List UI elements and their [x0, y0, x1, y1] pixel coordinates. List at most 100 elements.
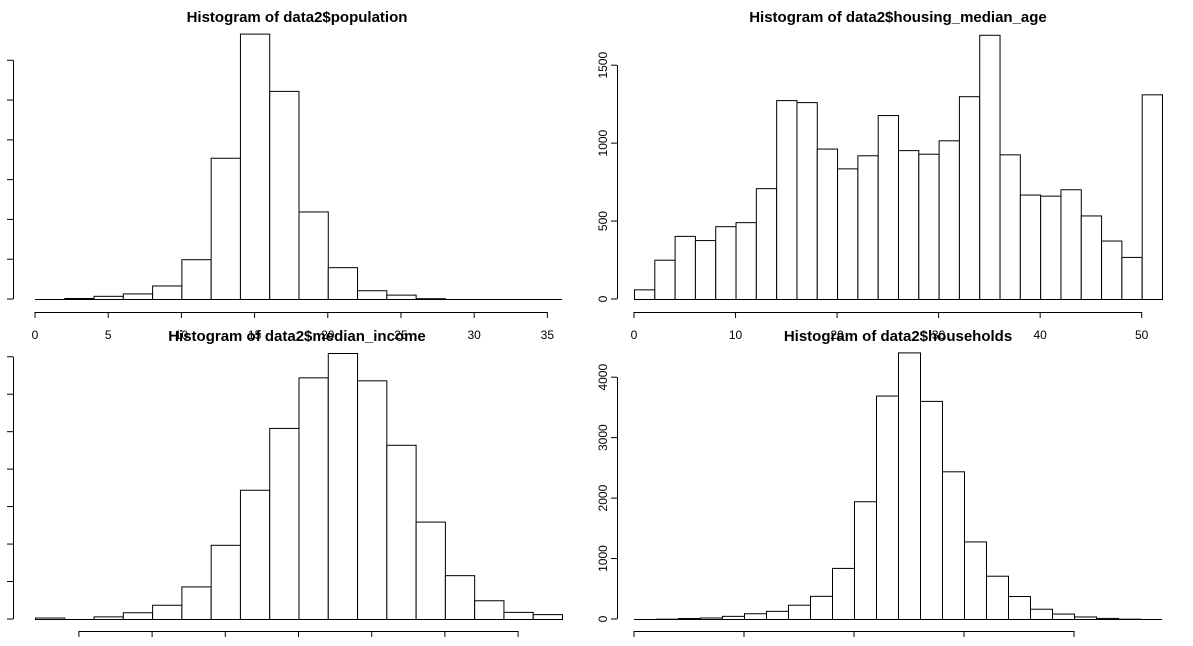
- histogram-bar: [415, 521, 446, 620]
- histogram-bar: [837, 168, 859, 300]
- x-tick-label: 20: [321, 328, 335, 342]
- histogram-bar: [918, 153, 940, 300]
- y-tick-label: 500: [596, 211, 610, 231]
- x-tick-label: 30: [467, 328, 481, 342]
- histogram-bar: [694, 240, 717, 301]
- x-tick-label: 40: [1033, 328, 1047, 342]
- histogram-bar: [444, 575, 476, 620]
- chart-title: Histogram of data2$population: [187, 9, 408, 26]
- histogram-bar: [1080, 215, 1103, 300]
- histogram-bar: [938, 140, 960, 300]
- histogram-bar: [942, 471, 965, 620]
- chart-title: Histogram of data2$housing_median_age: [749, 9, 1047, 26]
- histogram-bar: [788, 604, 811, 620]
- histogram-bar: [415, 298, 446, 300]
- histogram-bar: [735, 222, 757, 300]
- x-tick-label: 50: [1135, 328, 1149, 342]
- y-tick-label: 3000: [596, 424, 610, 451]
- histogram-bar: [700, 617, 723, 621]
- histogram-bar: [816, 148, 839, 300]
- histogram-bar: [898, 150, 920, 300]
- histogram-bar: [298, 211, 329, 300]
- histogram-bar: [1040, 195, 1062, 300]
- histogram-bar: [755, 188, 778, 300]
- histogram-bar: [674, 235, 696, 300]
- histogram-panel-households: 0 1000 2000 3000 4000 Histogram of data2$hous…: [596, 328, 1162, 637]
- histogram-bar: [181, 259, 212, 300]
- histogram-bar: [832, 567, 855, 620]
- x-tick-label: 20: [830, 328, 844, 342]
- histogram-bar: [152, 285, 183, 300]
- histogram-bar: [776, 100, 798, 300]
- histogram-bar: [35, 617, 66, 620]
- histogram-bar: [857, 155, 879, 300]
- y-tick-label: 0: [596, 295, 610, 302]
- histogram-bar: [877, 115, 900, 300]
- histogram-bar: [722, 615, 745, 621]
- chart-title: Histogram of data2$median_income: [168, 328, 426, 345]
- x-tick-label: 25: [394, 328, 408, 342]
- histogram-bar: [122, 612, 154, 621]
- y-tick-label: 2000: [596, 484, 610, 511]
- y-tick-label: 1500: [596, 52, 610, 79]
- histogram-bar: [920, 400, 943, 620]
- x-tick-label: 30: [932, 328, 946, 342]
- histogram-bar: [876, 395, 899, 620]
- histogram-bar: [239, 489, 271, 621]
- histogram-bar: [386, 294, 417, 300]
- histogram-bar: [327, 353, 359, 620]
- histogram-bar: [532, 614, 564, 620]
- x-tick-label: 10: [175, 328, 189, 342]
- histogram-bar: [64, 298, 95, 300]
- histogram-bar: [796, 102, 818, 300]
- y-tick-label: 4000: [596, 364, 610, 391]
- histogram-bar: [357, 380, 388, 621]
- histogram-bar: [958, 96, 981, 301]
- x-tick-label: 10: [729, 328, 743, 342]
- histogram-bar: [634, 289, 656, 301]
- histogram-bar: [152, 604, 183, 620]
- histogram-bar: [766, 610, 789, 620]
- histogram-bar: [386, 444, 417, 620]
- histogram-bar: [1019, 194, 1042, 300]
- histogram-bar: [1121, 256, 1143, 301]
- histogram-bar: [1141, 94, 1163, 300]
- histogram-bar: [999, 154, 1021, 300]
- histogram-bar: [269, 90, 300, 300]
- histogram-bar: [654, 259, 676, 301]
- histogram-panel-population: 0 5 10 15 20 25 30 35 Histogram of data2$populat…: [7, 9, 562, 342]
- histogram-bar: [239, 33, 271, 300]
- histogram-bar: [474, 600, 505, 620]
- histogram-bar: [854, 501, 877, 621]
- x-tick-label: 5: [105, 328, 112, 342]
- histogram-bar: [678, 618, 701, 620]
- histogram-panel-housing-median-age: 0 500 1000 1500 0 10 20 30 40 50 Histogram of data…: [596, 9, 1163, 342]
- histogram-bar: [298, 377, 329, 620]
- histogram-bar: [93, 616, 124, 620]
- histogram-bar: [327, 267, 359, 301]
- histogram-bar: [1008, 596, 1031, 621]
- histogram-bar: [1030, 608, 1053, 620]
- histogram-bar: [744, 613, 767, 621]
- x-tick-label: 15: [248, 328, 262, 342]
- histogram-bar: [93, 295, 124, 300]
- histogram-bar: [1101, 240, 1123, 300]
- histogram-bar: [810, 595, 833, 620]
- histogram-bar: [1096, 617, 1119, 620]
- histogram-panel-median-income: Histogram of data2$median_income: [7, 328, 564, 637]
- x-tick-label: 35: [541, 328, 555, 342]
- histogram-bar: [1074, 616, 1097, 621]
- histogram-bar: [122, 293, 154, 301]
- histogram-bar: [986, 575, 1009, 620]
- histogram-bar: [1052, 613, 1075, 620]
- histogram-bar: [181, 586, 212, 621]
- histogram-bar: [503, 611, 534, 621]
- histogram-bar: [210, 157, 241, 300]
- x-tick-label: 0: [631, 328, 638, 342]
- histogram-bar: [1060, 189, 1082, 300]
- histogram-bar: [210, 544, 241, 620]
- histogram-bar: [715, 226, 737, 300]
- histogram-bar: [964, 541, 987, 621]
- histogram-bar: [357, 290, 388, 300]
